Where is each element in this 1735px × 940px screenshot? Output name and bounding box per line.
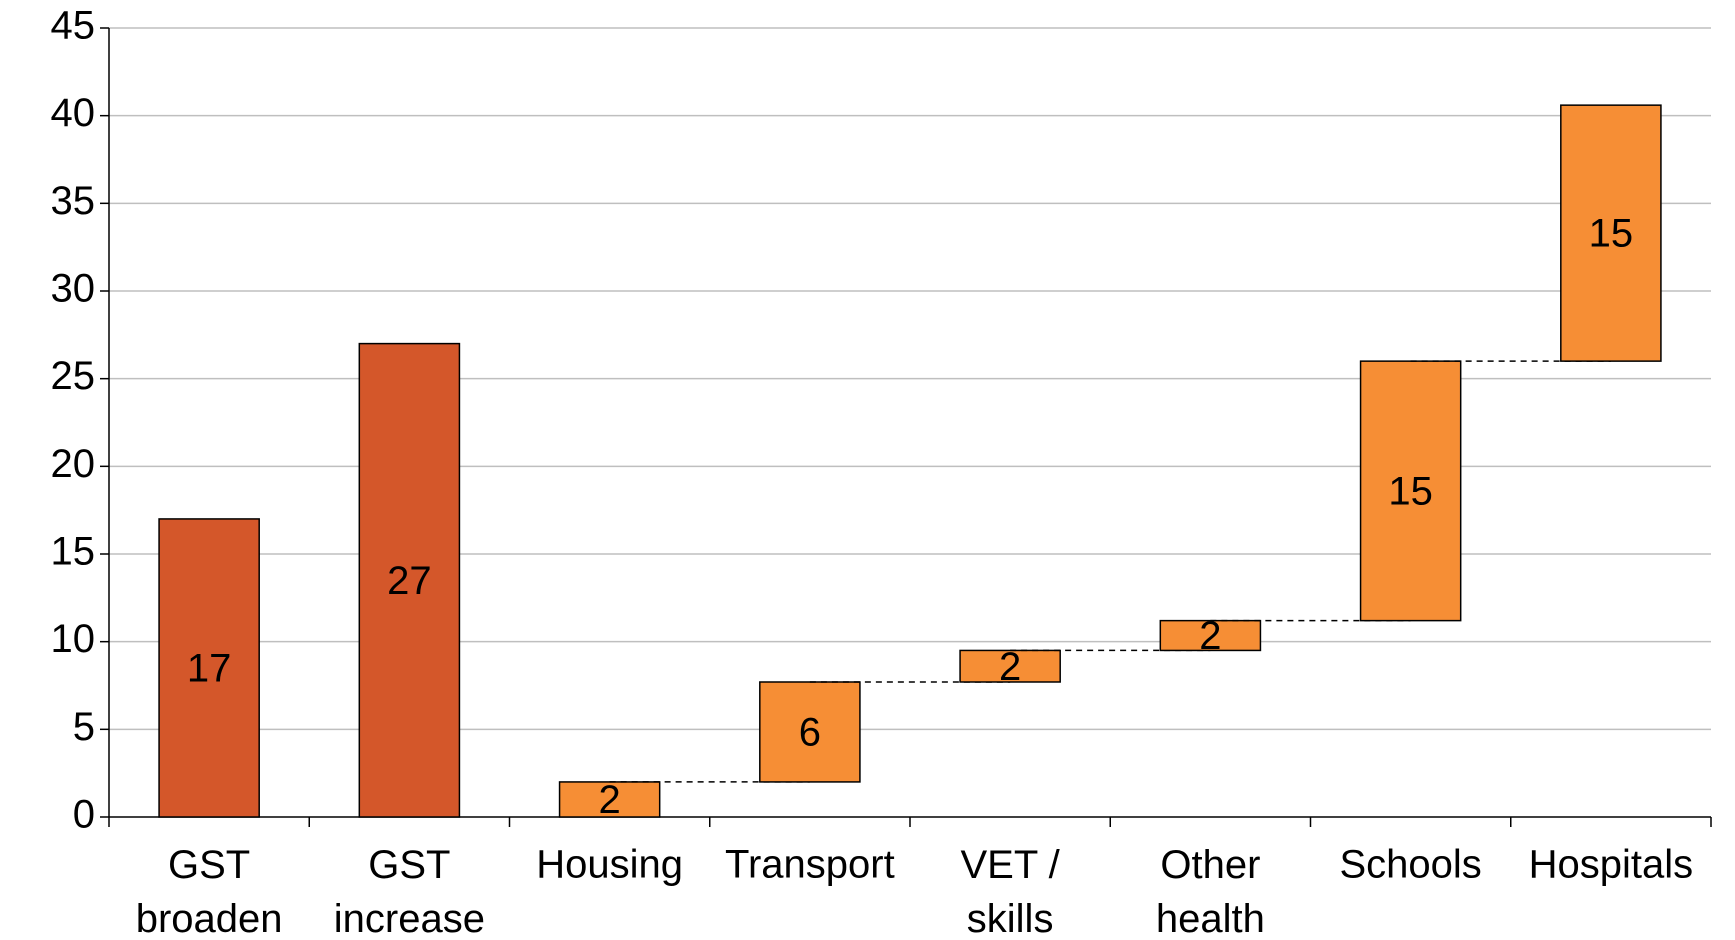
bar <box>1159 619 1262 652</box>
data-label: 6 <box>799 711 821 755</box>
data-label: 15 <box>1388 469 1433 513</box>
y-tick-label: 30 <box>51 267 96 311</box>
y-tick-label: 0 <box>73 793 95 837</box>
x-tick-label: Schools <box>1339 843 1481 887</box>
x-tick-label: Other health <box>1156 843 1265 940</box>
y-tick-label: 20 <box>51 442 96 486</box>
bar <box>1359 360 1462 622</box>
y-tick-label: 35 <box>51 179 96 223</box>
data-label: 2 <box>999 645 1021 689</box>
data-label: 2 <box>1199 614 1221 658</box>
bar <box>959 649 1061 683</box>
bar <box>558 781 661 818</box>
bar <box>358 342 461 818</box>
data-label: 15 <box>1589 212 1634 256</box>
y-tick-label: 25 <box>51 354 96 398</box>
y-tick-label: 10 <box>51 617 96 661</box>
y-tick-label: 45 <box>51 4 96 48</box>
data-label: 2 <box>599 778 621 822</box>
x-tick-label: Housing <box>536 843 683 887</box>
data-label: 27 <box>387 559 432 603</box>
y-tick-label: 40 <box>51 91 96 135</box>
x-tick-label: Transport <box>725 843 895 887</box>
bar <box>759 681 861 783</box>
y-tick-label: 15 <box>51 530 96 574</box>
bar <box>158 518 260 818</box>
bar <box>1560 104 1662 362</box>
x-tick-label: VET / skills <box>960 843 1060 940</box>
x-tick-label: Hospitals <box>1529 843 1694 887</box>
x-tick-label: GST increase <box>334 843 485 940</box>
data-label: 17 <box>187 647 232 691</box>
y-tick-label: 5 <box>73 705 95 749</box>
x-tick-label: GST broaden <box>136 843 283 940</box>
